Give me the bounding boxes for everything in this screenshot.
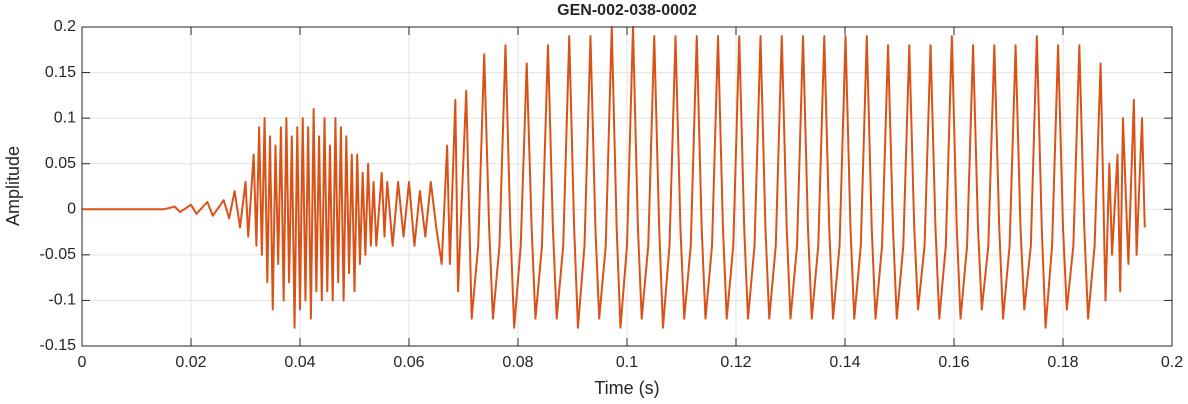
x-axis-label: Time (s): [594, 378, 659, 398]
y-axis-label: Amplitude: [3, 146, 23, 226]
x-tick-label: 0: [78, 354, 87, 371]
y-tick-label: 0.1: [54, 109, 76, 126]
x-tick-label: 0.1: [616, 354, 638, 371]
y-tick-label: -0.1: [48, 292, 76, 309]
plot-frame: [81, 26, 1173, 347]
y-tick-label: -0.05: [40, 246, 77, 263]
y-tick-label: 0: [67, 201, 76, 218]
x-tick-label: 0.2: [1161, 354, 1183, 371]
x-tick-label: 0.14: [829, 354, 860, 371]
y-tick-label: 0.05: [45, 155, 76, 172]
waveform-line: [82, 26, 1146, 329]
x-tick-label: 0.02: [175, 354, 206, 371]
x-tick-label: 0.16: [938, 354, 969, 371]
x-tick-label: 0.08: [502, 354, 533, 371]
x-tick-label: 0.06: [393, 354, 424, 371]
y-tick-label: 0.2: [54, 18, 76, 35]
y-tick-label: -0.15: [40, 337, 77, 354]
chart-title: GEN-002-038-0002: [557, 2, 697, 19]
x-tick-label: 0.18: [1047, 354, 1078, 371]
x-tick-label: 0.12: [720, 354, 751, 371]
x-tick-label: 0.04: [284, 354, 315, 371]
y-tick-label: 0.15: [45, 64, 76, 81]
